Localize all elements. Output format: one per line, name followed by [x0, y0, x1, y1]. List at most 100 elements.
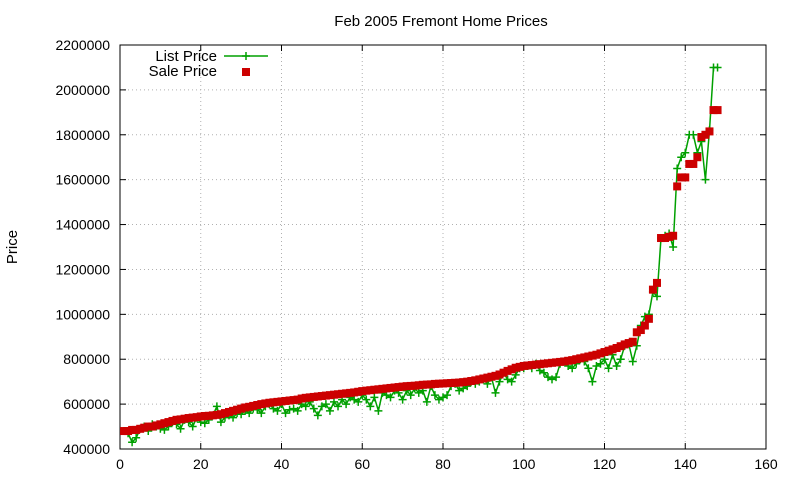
- sale-price-point: [192, 413, 201, 422]
- sale-price-point: [584, 352, 593, 361]
- list-price-point: [507, 377, 516, 386]
- x-tick-label: 60: [354, 456, 370, 472]
- sale-price-point: [511, 363, 520, 372]
- list-price-point: [543, 373, 552, 382]
- sale-price-point: [176, 415, 185, 424]
- list-price-point: [689, 130, 698, 139]
- sale-price-point: [572, 355, 581, 364]
- sale-price-point: [455, 378, 464, 387]
- sale-price-point: [225, 407, 234, 416]
- list-price-line: [123, 66, 718, 444]
- list-price-point: [539, 368, 548, 377]
- sale-price-point: [406, 381, 415, 390]
- sale-price-point: [233, 405, 242, 414]
- sale-price-point: [652, 278, 661, 287]
- list-price-point: [293, 406, 302, 415]
- sale-price-point: [624, 339, 633, 348]
- sale-price-point: [164, 418, 173, 427]
- y-tick-label: 2000000: [55, 82, 110, 98]
- sale-price-point: [120, 427, 129, 436]
- sale-price-point: [503, 366, 512, 375]
- list-price-point: [329, 397, 338, 406]
- list-price-point: [366, 402, 375, 411]
- sale-price-point: [705, 127, 714, 136]
- list-price-point: [386, 393, 395, 402]
- list-price-point: [677, 153, 686, 162]
- sale-price-point: [313, 392, 322, 401]
- list-price-point: [604, 364, 613, 373]
- sale-price-point: [697, 133, 706, 142]
- list-price-point: [281, 409, 290, 418]
- list-price-point: [455, 386, 464, 395]
- sale-price-point: [128, 425, 137, 434]
- sale-price-point: [354, 387, 363, 396]
- sale-price-point: [289, 396, 298, 405]
- sale-price-point: [382, 384, 391, 393]
- sale-price-point: [483, 373, 492, 382]
- sale-price-point: [709, 106, 718, 115]
- sale-price-point: [677, 173, 686, 182]
- sale-price-point: [265, 398, 274, 407]
- sale-price-point: [632, 328, 641, 337]
- sale-price-point: [475, 375, 484, 384]
- sale-price-point: [665, 232, 674, 241]
- sale-price-point: [281, 396, 290, 405]
- list-price-point: [612, 361, 621, 370]
- sale-price-point: [220, 409, 229, 418]
- sale-price-point: [604, 346, 613, 355]
- list-price-point: [342, 400, 351, 409]
- sale-price-point: [362, 386, 371, 395]
- sale-price-point: [188, 413, 197, 422]
- sale-price-point: [495, 370, 504, 379]
- list-price-point: [362, 395, 371, 404]
- list-price-point: [600, 355, 609, 364]
- sale-price-point: [535, 360, 544, 369]
- sale-price-point: [200, 412, 209, 421]
- list-price-point: [216, 418, 225, 427]
- list-price-point: [588, 377, 597, 386]
- sale-price-point: [548, 358, 557, 367]
- list-price-point: [301, 402, 310, 411]
- sale-price-point: [657, 234, 666, 243]
- y-tick-label: 1000000: [55, 306, 110, 322]
- sale-price-point: [317, 392, 326, 401]
- legend-item-list-price: List Price: [155, 48, 268, 65]
- sale-price-point: [148, 422, 157, 431]
- sale-price-point: [293, 395, 302, 404]
- list-price-point: [616, 355, 625, 364]
- list-price-point: [701, 175, 710, 184]
- sale-price-point: [459, 378, 468, 387]
- x-tick-label: 100: [512, 456, 536, 472]
- sale-price-point: [689, 159, 698, 168]
- chart-title: Feb 2005 Fremont Home Prices: [334, 13, 547, 30]
- list-price-point: [317, 402, 326, 411]
- sale-price-point: [204, 411, 213, 420]
- y-tick-label: 2200000: [55, 37, 110, 53]
- sale-price-point: [390, 383, 399, 392]
- list-price-point: [212, 402, 221, 411]
- sale-price-point: [543, 359, 552, 368]
- sale-price-point: [156, 420, 165, 429]
- sale-price-point: [661, 234, 670, 243]
- list-price-point: [257, 409, 266, 418]
- sale-price-point: [140, 423, 149, 432]
- x-tick-label: 40: [274, 456, 290, 472]
- sale-price-point: [487, 372, 496, 381]
- sale-price-point: [463, 377, 472, 386]
- sale-price-point: [350, 388, 359, 397]
- sale-price-point: [568, 356, 577, 365]
- legend-marker-sale-price: [242, 68, 250, 76]
- sale-price-point: [515, 362, 524, 371]
- sale-price-point: [418, 380, 427, 389]
- sale-price-point: [580, 353, 589, 362]
- list-price-point: [713, 63, 722, 72]
- legend-marker-list-price: [242, 52, 250, 60]
- list-price-point: [584, 364, 593, 373]
- x-tick-label: 20: [193, 456, 209, 472]
- list-price-point: [188, 422, 197, 431]
- sale-price-point: [564, 356, 573, 365]
- list-price-point: [495, 377, 504, 386]
- sale-price-point: [471, 376, 480, 385]
- list-price-point: [354, 397, 363, 406]
- sale-price-point: [329, 390, 338, 399]
